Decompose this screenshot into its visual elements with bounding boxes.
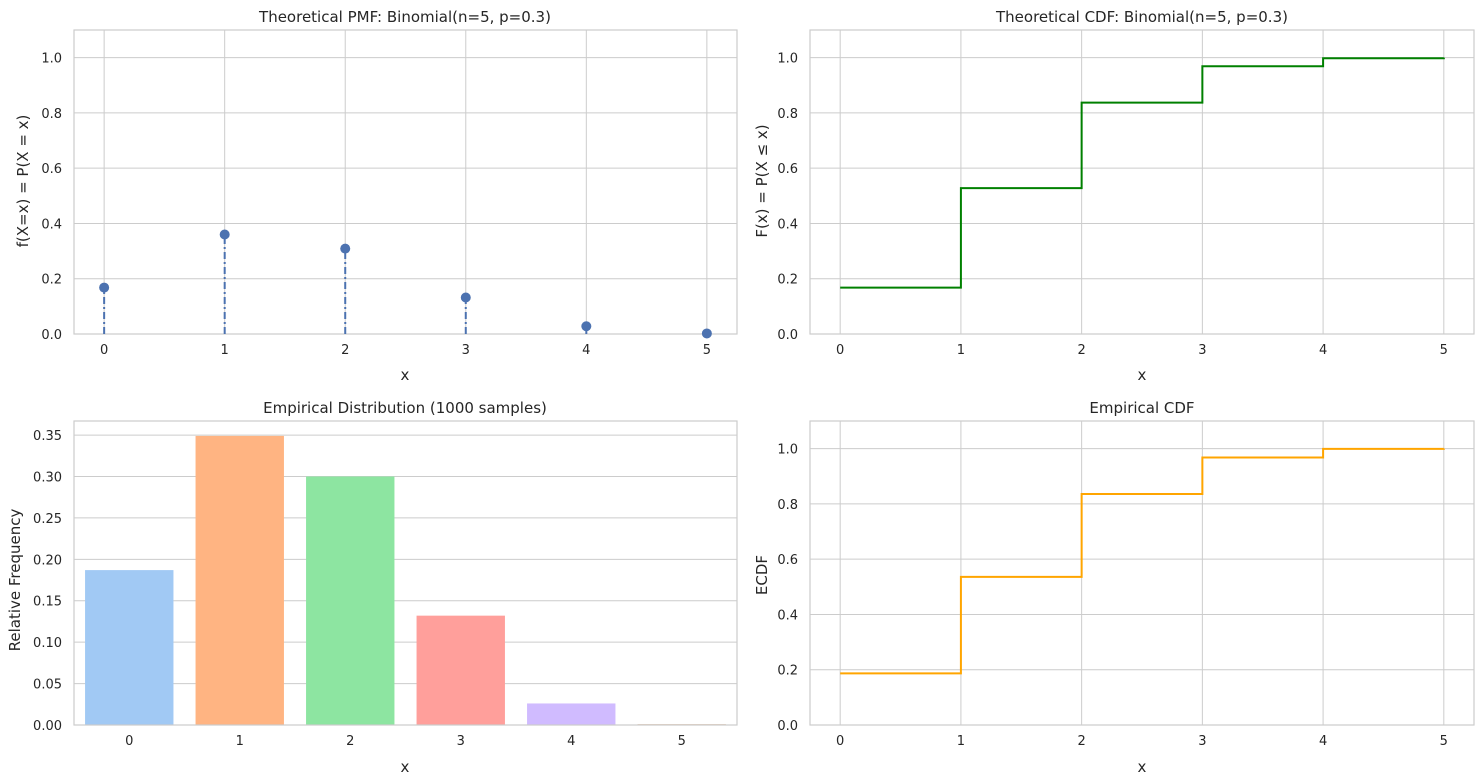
cdf-xtick-label: 5 bbox=[1440, 343, 1448, 358]
pmf-xtick-label: 5 bbox=[703, 343, 711, 358]
cdf-xtick-label: 2 bbox=[1077, 343, 1085, 358]
emp-xlabel: x bbox=[401, 758, 410, 776]
emp-bar bbox=[306, 476, 395, 725]
pmf-marker bbox=[581, 321, 592, 332]
pmf-title: Theoretical PMF: Binomial(n=5, p=0.3) bbox=[258, 8, 551, 26]
emp-bar bbox=[527, 703, 616, 725]
pmf-marker bbox=[701, 328, 712, 339]
ecdf-ytick-label: 0.0 bbox=[777, 719, 798, 734]
emp-ytick-label: 0.30 bbox=[33, 470, 62, 485]
emp-xtick-label: 4 bbox=[567, 734, 575, 749]
pmf-xtick-label: 4 bbox=[582, 343, 590, 358]
emp-ytick-label: 0.10 bbox=[33, 636, 62, 651]
emp-ytick-label: 0.05 bbox=[33, 678, 62, 693]
cdf-ytick-label: 0.0 bbox=[777, 328, 798, 343]
emp-bar bbox=[195, 435, 284, 725]
ecdf-panel: Empirical CDF x ECDF 0 1 2 3 4 5 0.0 0.2 0.4 0.6 0… bbox=[753, 399, 1475, 776]
emp-ylabel: Relative Frequency bbox=[6, 509, 24, 652]
pmf-ytick-label: 0.2 bbox=[41, 273, 62, 288]
pmf-ytick-label: 0.0 bbox=[41, 328, 62, 343]
ecdf-ytick-label: 1.0 bbox=[777, 443, 798, 458]
ecdf-xtick-label: 0 bbox=[836, 734, 844, 749]
ecdf-xtick-label: 2 bbox=[1077, 734, 1085, 749]
cdf-xtick-label: 1 bbox=[957, 343, 965, 358]
pmf-ytick-label: 0.8 bbox=[41, 107, 62, 122]
cdf-xtick-label: 0 bbox=[836, 343, 844, 358]
pmf-xtick-label: 0 bbox=[100, 343, 108, 358]
ecdf-xtick-label: 4 bbox=[1319, 734, 1327, 749]
emp-title: Empirical Distribution (1000 samples) bbox=[263, 399, 547, 417]
pmf-xtick-label: 3 bbox=[462, 343, 470, 358]
cdf-ylabel: F(x) = P(X ≤ x) bbox=[753, 124, 771, 237]
cdf-xtick-label: 4 bbox=[1319, 343, 1327, 358]
pmf-axes-frame bbox=[73, 29, 738, 335]
ecdf-ylabel: ECDF bbox=[753, 555, 771, 595]
cdf-panel: Theoretical CDF: Binomial(n=5, p=0.3) x … bbox=[753, 8, 1475, 384]
emp-xtick-label: 1 bbox=[236, 734, 244, 749]
pmf-ytick-label: 0.4 bbox=[41, 217, 62, 232]
ecdf-ytick-label: 0.8 bbox=[777, 498, 798, 513]
cdf-axes-frame bbox=[809, 29, 1475, 335]
pmf-panel: Theoretical PMF: Binomial(n=5, p=0.3) x … bbox=[14, 8, 738, 384]
ecdf-ytick-label: 0.2 bbox=[777, 664, 798, 679]
emp-xtick-label: 3 bbox=[457, 734, 465, 749]
pmf-ytick-label: 1.0 bbox=[41, 52, 62, 67]
cdf-title: Theoretical CDF: Binomial(n=5, p=0.3) bbox=[995, 8, 1288, 26]
emp-ytick-label: 0.25 bbox=[33, 512, 62, 527]
emp-bar bbox=[416, 615, 505, 725]
emp-axes-frame bbox=[73, 420, 738, 726]
emp-ytick-label: 0.15 bbox=[33, 595, 62, 610]
cdf-ytick-label: 1.0 bbox=[777, 52, 798, 67]
emp-xtick-label: 2 bbox=[346, 734, 354, 749]
cdf-step-line bbox=[840, 57, 1445, 289]
ecdf-axes-frame bbox=[809, 420, 1475, 726]
cdf-ytick-label: 0.4 bbox=[777, 217, 798, 232]
ecdf-title: Empirical CDF bbox=[1089, 399, 1194, 417]
cdf-ytick-label: 0.2 bbox=[777, 273, 798, 288]
ecdf-xtick-label: 5 bbox=[1440, 734, 1448, 749]
pmf-xlabel: x bbox=[401, 366, 410, 384]
pmf-marker bbox=[219, 229, 230, 240]
empirical-panel: Empirical Distribution (1000 samples) x … bbox=[6, 399, 738, 776]
ecdf-ytick-label: 0.4 bbox=[777, 608, 798, 623]
pmf-ylabel: f(X=x) = P(X = x) bbox=[14, 115, 32, 248]
emp-xtick-label: 0 bbox=[125, 734, 133, 749]
pmf-xtick-label: 1 bbox=[221, 343, 229, 358]
emp-bar bbox=[85, 570, 174, 725]
ecdf-xtick-label: 1 bbox=[957, 734, 965, 749]
emp-ytick-label: 0.00 bbox=[33, 719, 62, 734]
cdf-xlabel: x bbox=[1138, 366, 1147, 384]
emp-xtick-label: 5 bbox=[678, 734, 686, 749]
emp-ytick-label: 0.35 bbox=[33, 429, 62, 444]
cdf-ytick-label: 0.6 bbox=[777, 162, 798, 177]
cdf-ytick-label: 0.8 bbox=[777, 107, 798, 122]
pmf-marker bbox=[340, 243, 351, 254]
pmf-marker bbox=[460, 292, 471, 303]
ecdf-xlabel: x bbox=[1138, 758, 1147, 776]
ecdf-step-line bbox=[840, 447, 1445, 675]
emp-ytick-label: 0.20 bbox=[33, 553, 62, 568]
cdf-xtick-label: 3 bbox=[1198, 343, 1206, 358]
pmf-xtick-label: 2 bbox=[341, 343, 349, 358]
ecdf-xtick-label: 3 bbox=[1198, 734, 1206, 749]
ecdf-ytick-label: 0.6 bbox=[777, 553, 798, 568]
pmf-ytick-label: 0.6 bbox=[41, 162, 62, 177]
pmf-marker bbox=[99, 282, 110, 293]
